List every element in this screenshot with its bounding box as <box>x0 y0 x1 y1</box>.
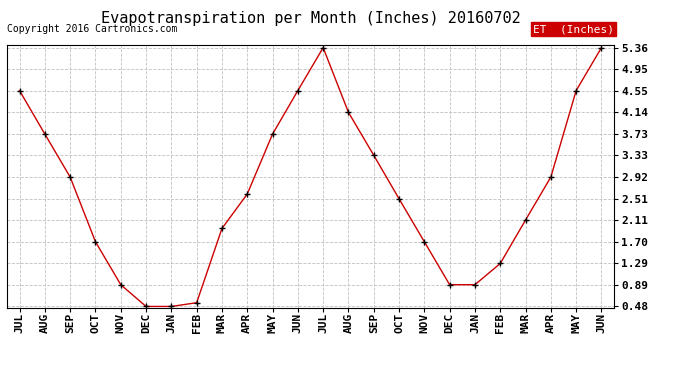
Text: Evapotranspiration per Month (Inches) 20160702: Evapotranspiration per Month (Inches) 20… <box>101 11 520 26</box>
Text: Copyright 2016 Cartronics.com: Copyright 2016 Cartronics.com <box>7 24 177 34</box>
Text: ET  (Inches): ET (Inches) <box>533 24 614 34</box>
